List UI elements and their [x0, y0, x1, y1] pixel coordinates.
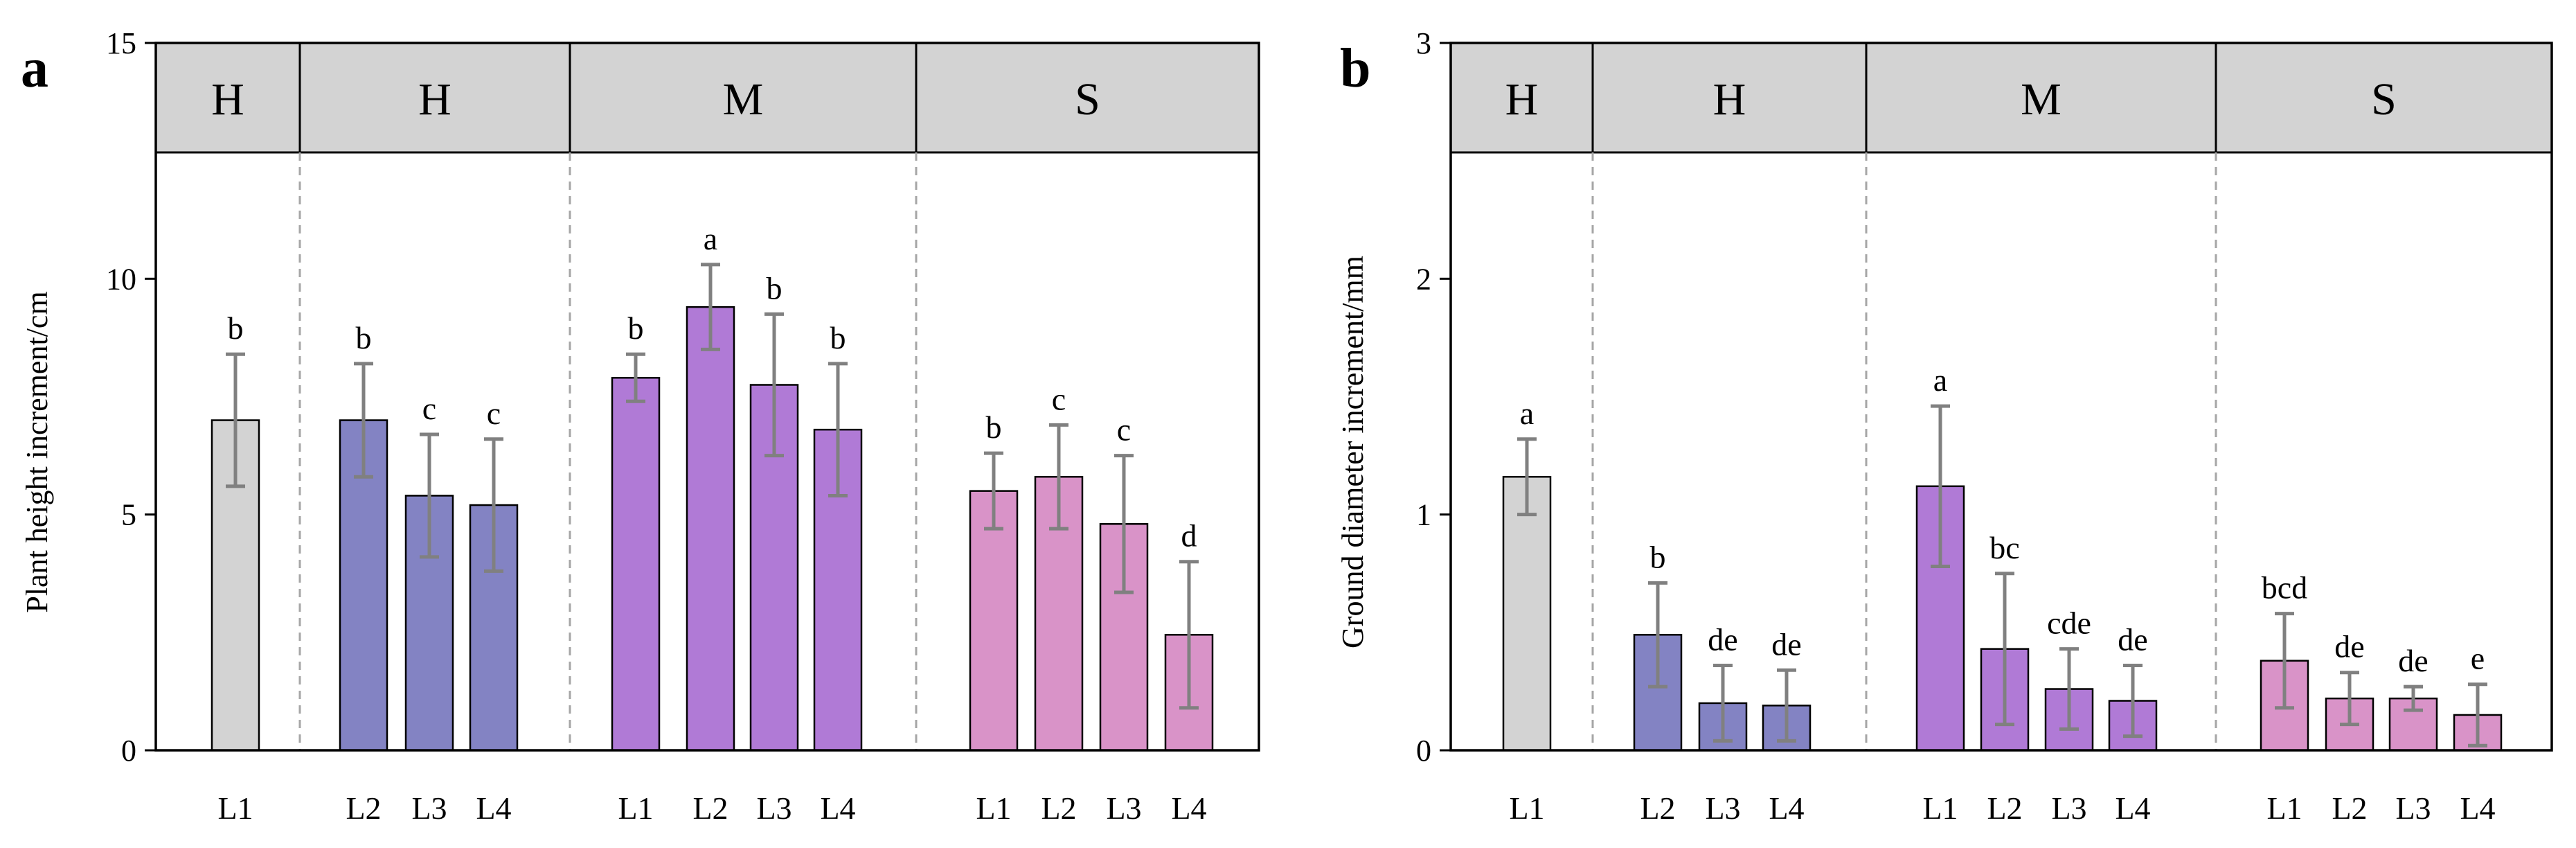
x-tick-label: L4	[1171, 790, 1206, 826]
x-tick-label: L3	[1705, 790, 1740, 826]
plot-frame	[154, 42, 1260, 752]
significance-label: d	[1181, 518, 1197, 554]
significance-label: de	[1771, 626, 1801, 662]
panel-a: a H H M Sb L1 b L2 c L3 c L4 b L1 a L2 b L3 b L4 b L1 c L2 c L3 d L…	[20, 26, 1260, 826]
y-tick-label: 2	[1416, 262, 1431, 296]
x-tick-label: L4	[476, 790, 511, 826]
significance-label: a	[1520, 396, 1534, 431]
x-tick-label: L2	[1987, 790, 2022, 826]
y-tick-label: 10	[106, 262, 136, 296]
group-header-label: H	[1713, 74, 1746, 125]
significance-label: c	[1052, 381, 1066, 416]
x-tick-label: L1	[976, 790, 1011, 826]
bar	[611, 377, 661, 752]
x-tick-label: L2	[1640, 790, 1675, 826]
y-tick-label: 0	[1416, 734, 1431, 768]
x-tick-label: L3	[756, 790, 791, 826]
panel-letter: a	[21, 38, 48, 99]
x-tick-label: L1	[1509, 790, 1544, 826]
y-axis-label: Plant height increment/cm	[20, 291, 54, 612]
y-tick-label: 0	[121, 734, 136, 768]
group-header-band	[1451, 43, 2552, 152]
x-tick-label: L3	[1106, 790, 1141, 826]
x-tick-label: L2	[692, 790, 728, 826]
group-header-label: H	[1505, 74, 1539, 125]
significance-label: b	[628, 310, 644, 346]
y-tick-label: 1	[1416, 498, 1431, 532]
y-axis-label: Ground diameter increment/mm	[1336, 256, 1370, 648]
significance-label: b	[767, 270, 782, 306]
x-tick-label: L1	[2266, 790, 2302, 826]
x-tick-label: L1	[1922, 790, 1958, 826]
group-header-band	[156, 43, 1259, 152]
x-tick-label: L4	[820, 790, 855, 826]
y-tick-label: 3	[1416, 26, 1431, 60]
significance-label: bcd	[2262, 570, 2307, 606]
significance-label: b	[228, 310, 244, 346]
significance-label: c	[422, 391, 436, 426]
x-tick-label: L3	[2051, 790, 2086, 826]
plot-frame	[1449, 42, 2553, 752]
x-tick-label: L2	[2332, 790, 2367, 826]
significance-label: bc	[1989, 530, 2019, 565]
x-tick-label: L1	[217, 790, 253, 826]
bar	[686, 306, 735, 752]
x-tick-label: L2	[1041, 790, 1076, 826]
group-header-label: H	[418, 74, 451, 125]
panel-letter: b	[1340, 38, 1371, 99]
x-tick-label: L3	[2395, 790, 2431, 826]
significance-label: b	[356, 320, 372, 355]
group-header-label: M	[723, 74, 764, 125]
significance-label: de	[2398, 643, 2428, 678]
significance-label: b	[1650, 539, 1666, 574]
significance-label: e	[2471, 641, 2485, 676]
significance-label: a	[1933, 362, 1947, 398]
x-tick-label: L3	[411, 790, 447, 826]
significance-label: c	[487, 396, 501, 431]
panel-b: b H H M Sa L1 b L2 de L3 de L4 a L1 bc L2 cde L3 de L4 bcd L1…	[1336, 26, 2553, 826]
significance-label: cde	[2047, 606, 2091, 641]
significance-label: de	[2334, 629, 2364, 664]
significance-label: a	[704, 221, 717, 256]
significance-label: c	[1117, 412, 1131, 448]
x-tick-label: L1	[618, 790, 653, 826]
significance-label: de	[1708, 621, 1737, 657]
significance-label: b	[830, 320, 846, 355]
x-tick-label: L4	[1769, 790, 1804, 826]
x-tick-label: L4	[2460, 790, 2495, 826]
group-header-label: H	[211, 74, 244, 125]
group-header-label: S	[2371, 74, 2397, 125]
group-header-label: M	[2021, 74, 2061, 125]
bar	[969, 490, 1019, 752]
group-header-label: S	[1075, 74, 1100, 125]
bar	[1502, 475, 1552, 752]
y-tick-label: 15	[106, 26, 136, 60]
y-tick-label: 5	[121, 498, 136, 532]
x-tick-label: L2	[346, 790, 381, 826]
x-tick-label: L4	[2115, 790, 2150, 826]
significance-label: de	[2118, 621, 2147, 657]
significance-label: b	[986, 409, 1002, 445]
